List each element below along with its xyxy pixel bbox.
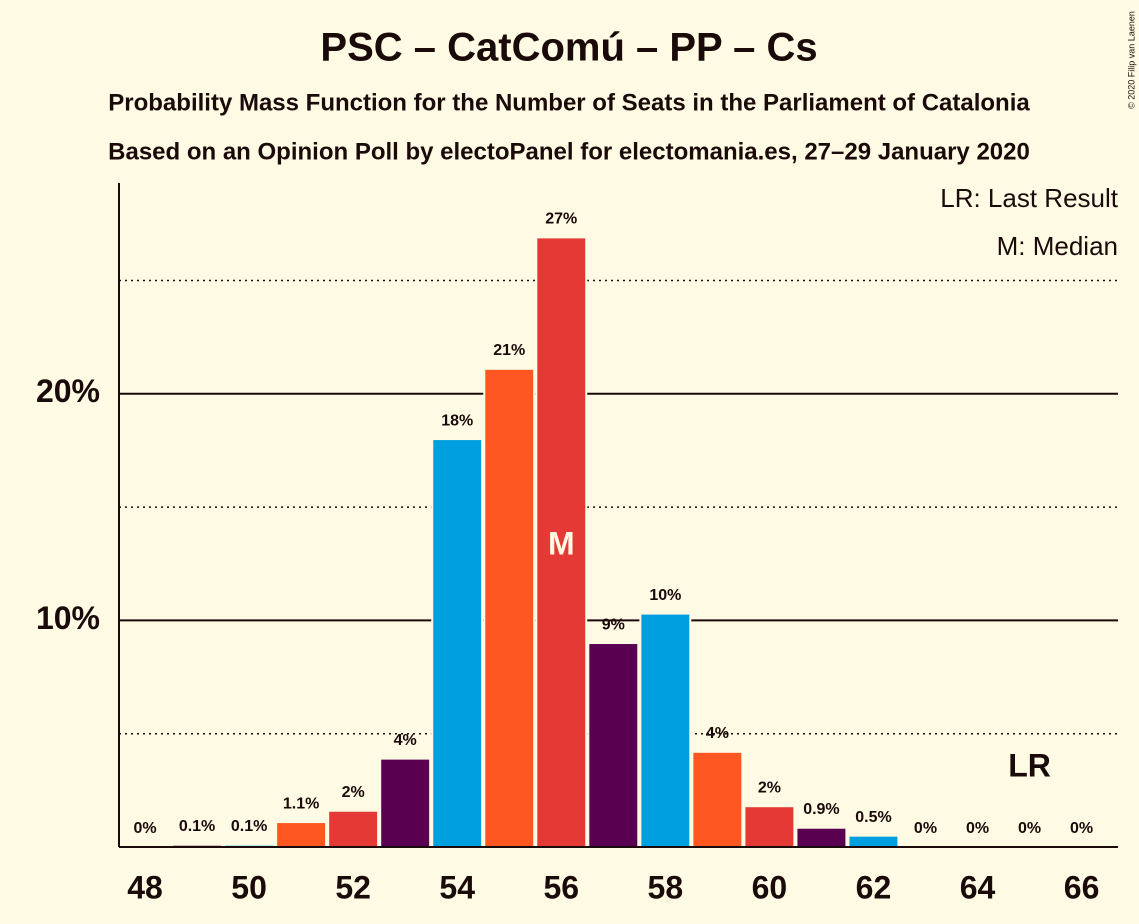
value-label: 2% [342, 784, 365, 801]
x-tick-label: 48 [127, 869, 163, 905]
bar [795, 826, 848, 848]
x-tick-label: 52 [335, 869, 371, 905]
value-label: 0.1% [179, 818, 215, 835]
chart-subtitle: Probability Mass Function for the Number… [108, 89, 1030, 116]
value-label: 27% [545, 211, 577, 228]
value-label: 2% [758, 779, 781, 796]
x-tick-label: 56 [543, 869, 579, 905]
bar [483, 367, 536, 848]
x-tick-label: 66 [1064, 869, 1100, 905]
bar [379, 757, 432, 848]
y-tick-label: 10% [36, 600, 100, 636]
x-tick-label: 60 [752, 869, 788, 905]
value-label: 4% [706, 725, 729, 742]
y-tick-label: 20% [36, 373, 100, 409]
legend-note: M: Median [997, 231, 1118, 261]
bar [275, 821, 328, 848]
bar [847, 834, 900, 849]
bar [587, 642, 640, 848]
x-tick-label: 50 [231, 869, 267, 905]
value-label: 0% [914, 820, 937, 837]
value-label: 18% [441, 412, 473, 429]
bar [639, 612, 692, 848]
value-label: 9% [602, 616, 625, 633]
x-tick-label: 62 [856, 869, 892, 905]
bar [431, 438, 484, 848]
x-tick-label: 54 [439, 869, 475, 905]
value-label: 1.1% [283, 795, 319, 812]
value-label: 0.5% [855, 809, 891, 826]
value-label: 0% [966, 820, 989, 837]
chart-title: PSC – CatComú – PP – Cs [320, 26, 817, 70]
value-label: 10% [649, 587, 681, 604]
legend-note: LR: Last Result [940, 183, 1119, 213]
annotation: M [548, 525, 575, 561]
value-label: 0% [1070, 820, 1093, 837]
value-label: 21% [493, 342, 525, 359]
bar [691, 750, 744, 848]
value-label: 4% [394, 732, 417, 749]
bar [327, 809, 380, 848]
chart-subtitle: Based on an Opinion Poll by electoPanel … [108, 138, 1030, 165]
value-label: 0% [1018, 820, 1041, 837]
copyright: © 2020 Filip van Laenen [1126, 11, 1136, 109]
value-label: 0.1% [231, 818, 267, 835]
x-tick-label: 58 [648, 869, 684, 905]
annotation: LR [1008, 747, 1051, 783]
value-label: 0% [133, 820, 156, 837]
bar [743, 805, 796, 848]
x-tick-label: 64 [960, 869, 996, 905]
value-label: 0.9% [803, 801, 839, 818]
